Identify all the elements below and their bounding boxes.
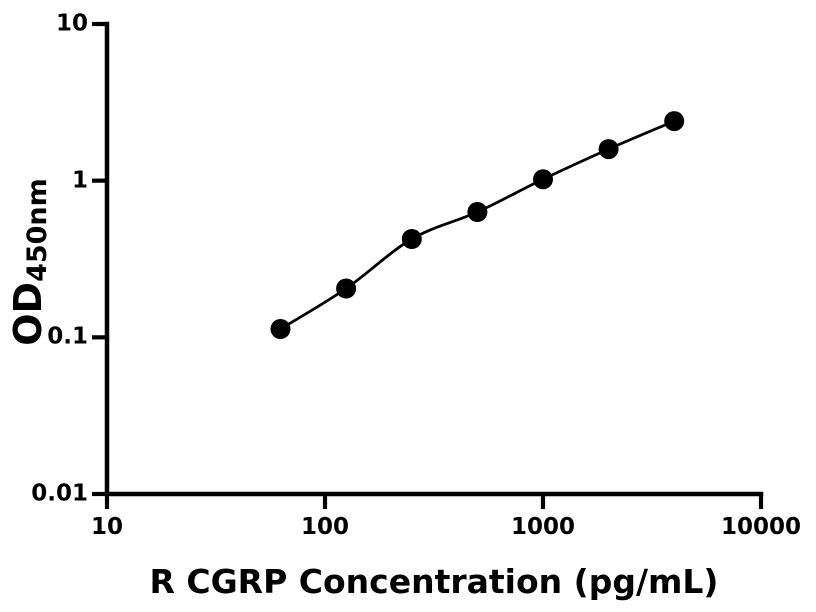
data-point-marker (467, 202, 488, 222)
y-axis-label-main: OD (6, 281, 50, 346)
y-axis-label-subscript: 450nm (22, 178, 53, 282)
data-point-marker (336, 278, 357, 299)
y-tick-label: 1 (71, 167, 88, 194)
data-point-marker (533, 169, 553, 190)
x-tick-label: 100 (300, 514, 350, 540)
y-tick-label: 10 (55, 10, 88, 37)
data-point-marker (401, 229, 422, 249)
data-point-marker (270, 319, 291, 339)
axes (92, 21, 764, 509)
x-tick-label: 10 (90, 514, 124, 540)
x-tick-label: 10000 (720, 514, 802, 540)
y-axis-label: OD450nm (6, 178, 53, 346)
y-tick-label: 0.01 (31, 480, 88, 507)
data-point-marker (598, 139, 619, 160)
y-tick-label: 0.1 (47, 323, 88, 350)
data-points (270, 111, 685, 339)
x-axis-label: R CGRP Concentration (pg/mL) (149, 562, 719, 601)
x-tick-label: 1000 (510, 514, 576, 540)
data-point-marker (664, 111, 685, 132)
